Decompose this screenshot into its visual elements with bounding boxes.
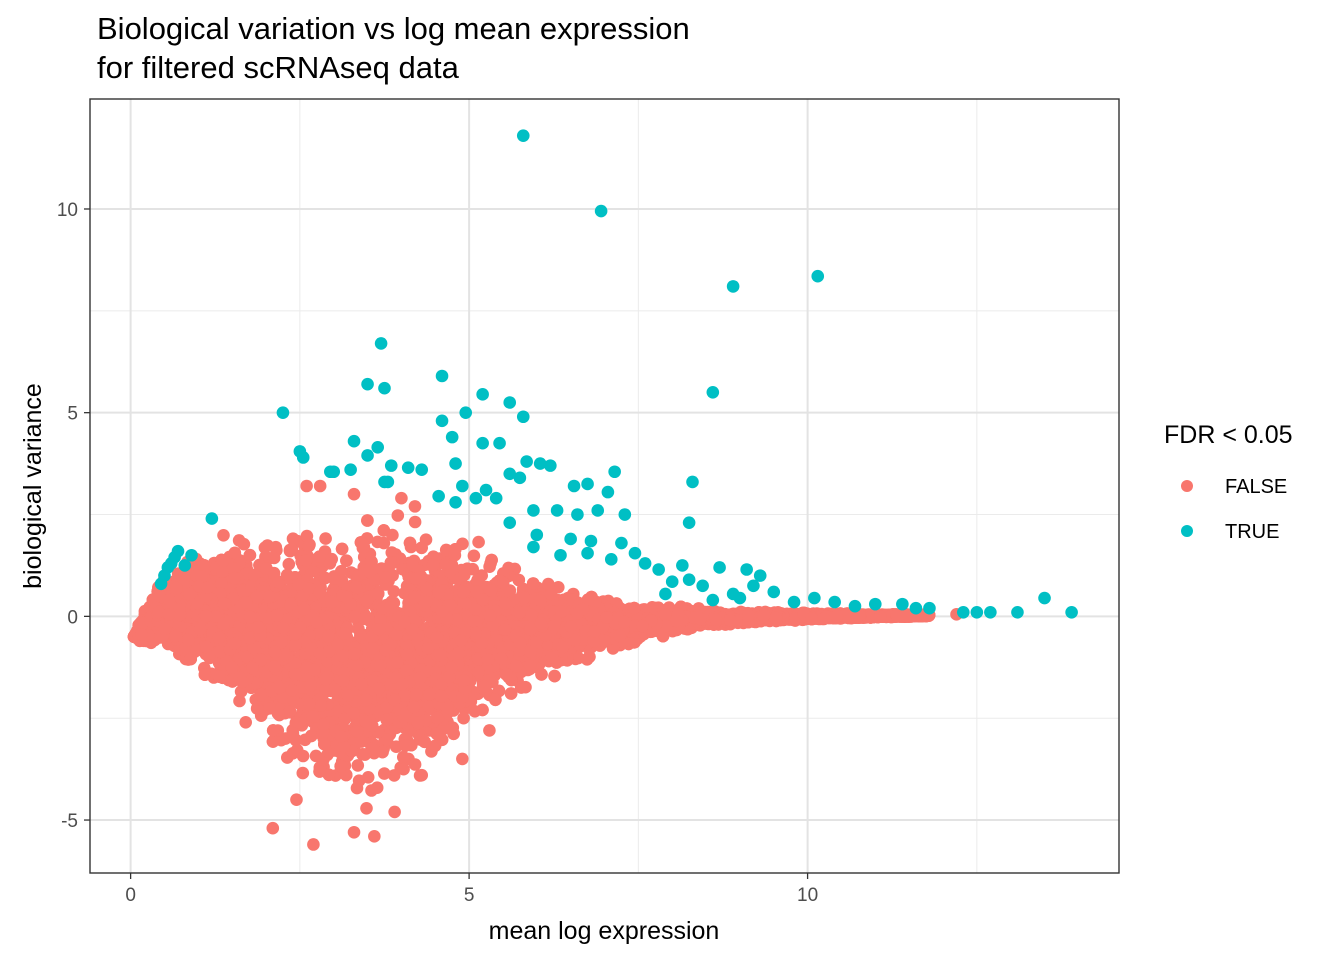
point-false	[300, 529, 314, 543]
point-false	[371, 535, 384, 549]
point-false	[472, 535, 485, 549]
point-false	[237, 537, 251, 551]
point-false	[467, 549, 481, 563]
series-false-points	[127, 479, 963, 851]
point-false	[258, 541, 272, 554]
point-false	[378, 767, 391, 780]
point-false	[387, 769, 401, 782]
point-false	[289, 716, 303, 730]
point-false	[389, 740, 403, 753]
point-false	[233, 694, 246, 708]
chart-title-line-2: for filtered scRNAseq data	[97, 50, 460, 85]
point-false	[217, 529, 230, 542]
chart-title-line-1: Biological variation vs log mean express…	[97, 11, 690, 46]
